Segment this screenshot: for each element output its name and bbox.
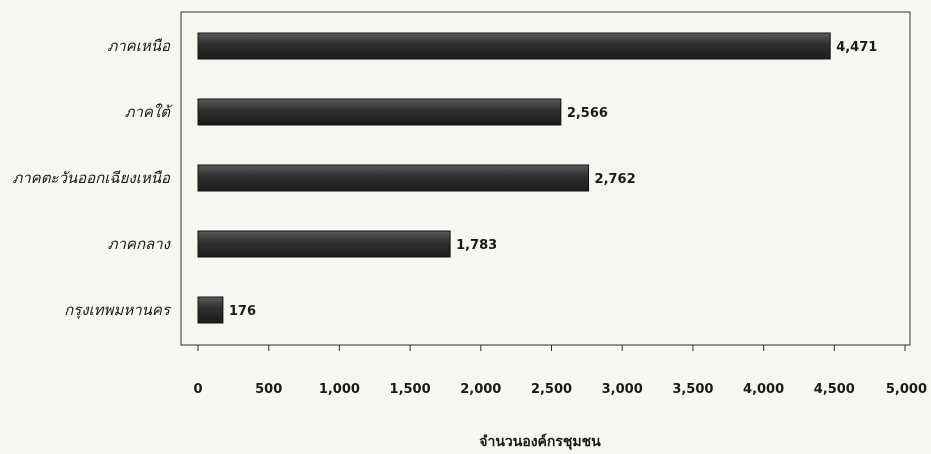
x-tick-label: 3,500: [672, 382, 713, 397]
x-tick-label: 0: [193, 382, 202, 397]
bar: [197, 164, 590, 192]
x-axis-title: จำนวนองค์กรชุมชน: [479, 433, 601, 450]
category-label: ภาคกลาง: [108, 235, 172, 253]
bar: [197, 32, 831, 60]
x-tick-label: 1,500: [390, 382, 431, 397]
data-label: 2,762: [595, 172, 636, 187]
x-tick-label: 1,000: [319, 382, 360, 397]
data-label: 2,566: [567, 106, 608, 121]
x-tick-label: 4,000: [743, 382, 784, 397]
x-tick-label: 5,000: [886, 382, 927, 397]
x-tick-label: 4,500: [814, 382, 855, 397]
category-label: กรุงเทพมหานคร: [64, 301, 172, 319]
category-label: ภาคใต้: [125, 103, 173, 121]
data-label: 4,471: [836, 40, 877, 55]
category-label: ภาคตะวันออกเฉียงเหนือ: [12, 169, 171, 187]
x-tick-label: 3,000: [602, 382, 643, 397]
x-tick-label: 2,500: [531, 382, 572, 397]
category-label: ภาคเหนือ: [107, 37, 171, 55]
bar: [197, 98, 562, 126]
data-label: 1,783: [456, 238, 497, 253]
bar: [197, 230, 451, 258]
data-label: 176: [229, 304, 256, 319]
x-tick-label: 500: [255, 382, 282, 397]
x-tick-label: 2,000: [460, 382, 501, 397]
bar: [197, 296, 224, 324]
